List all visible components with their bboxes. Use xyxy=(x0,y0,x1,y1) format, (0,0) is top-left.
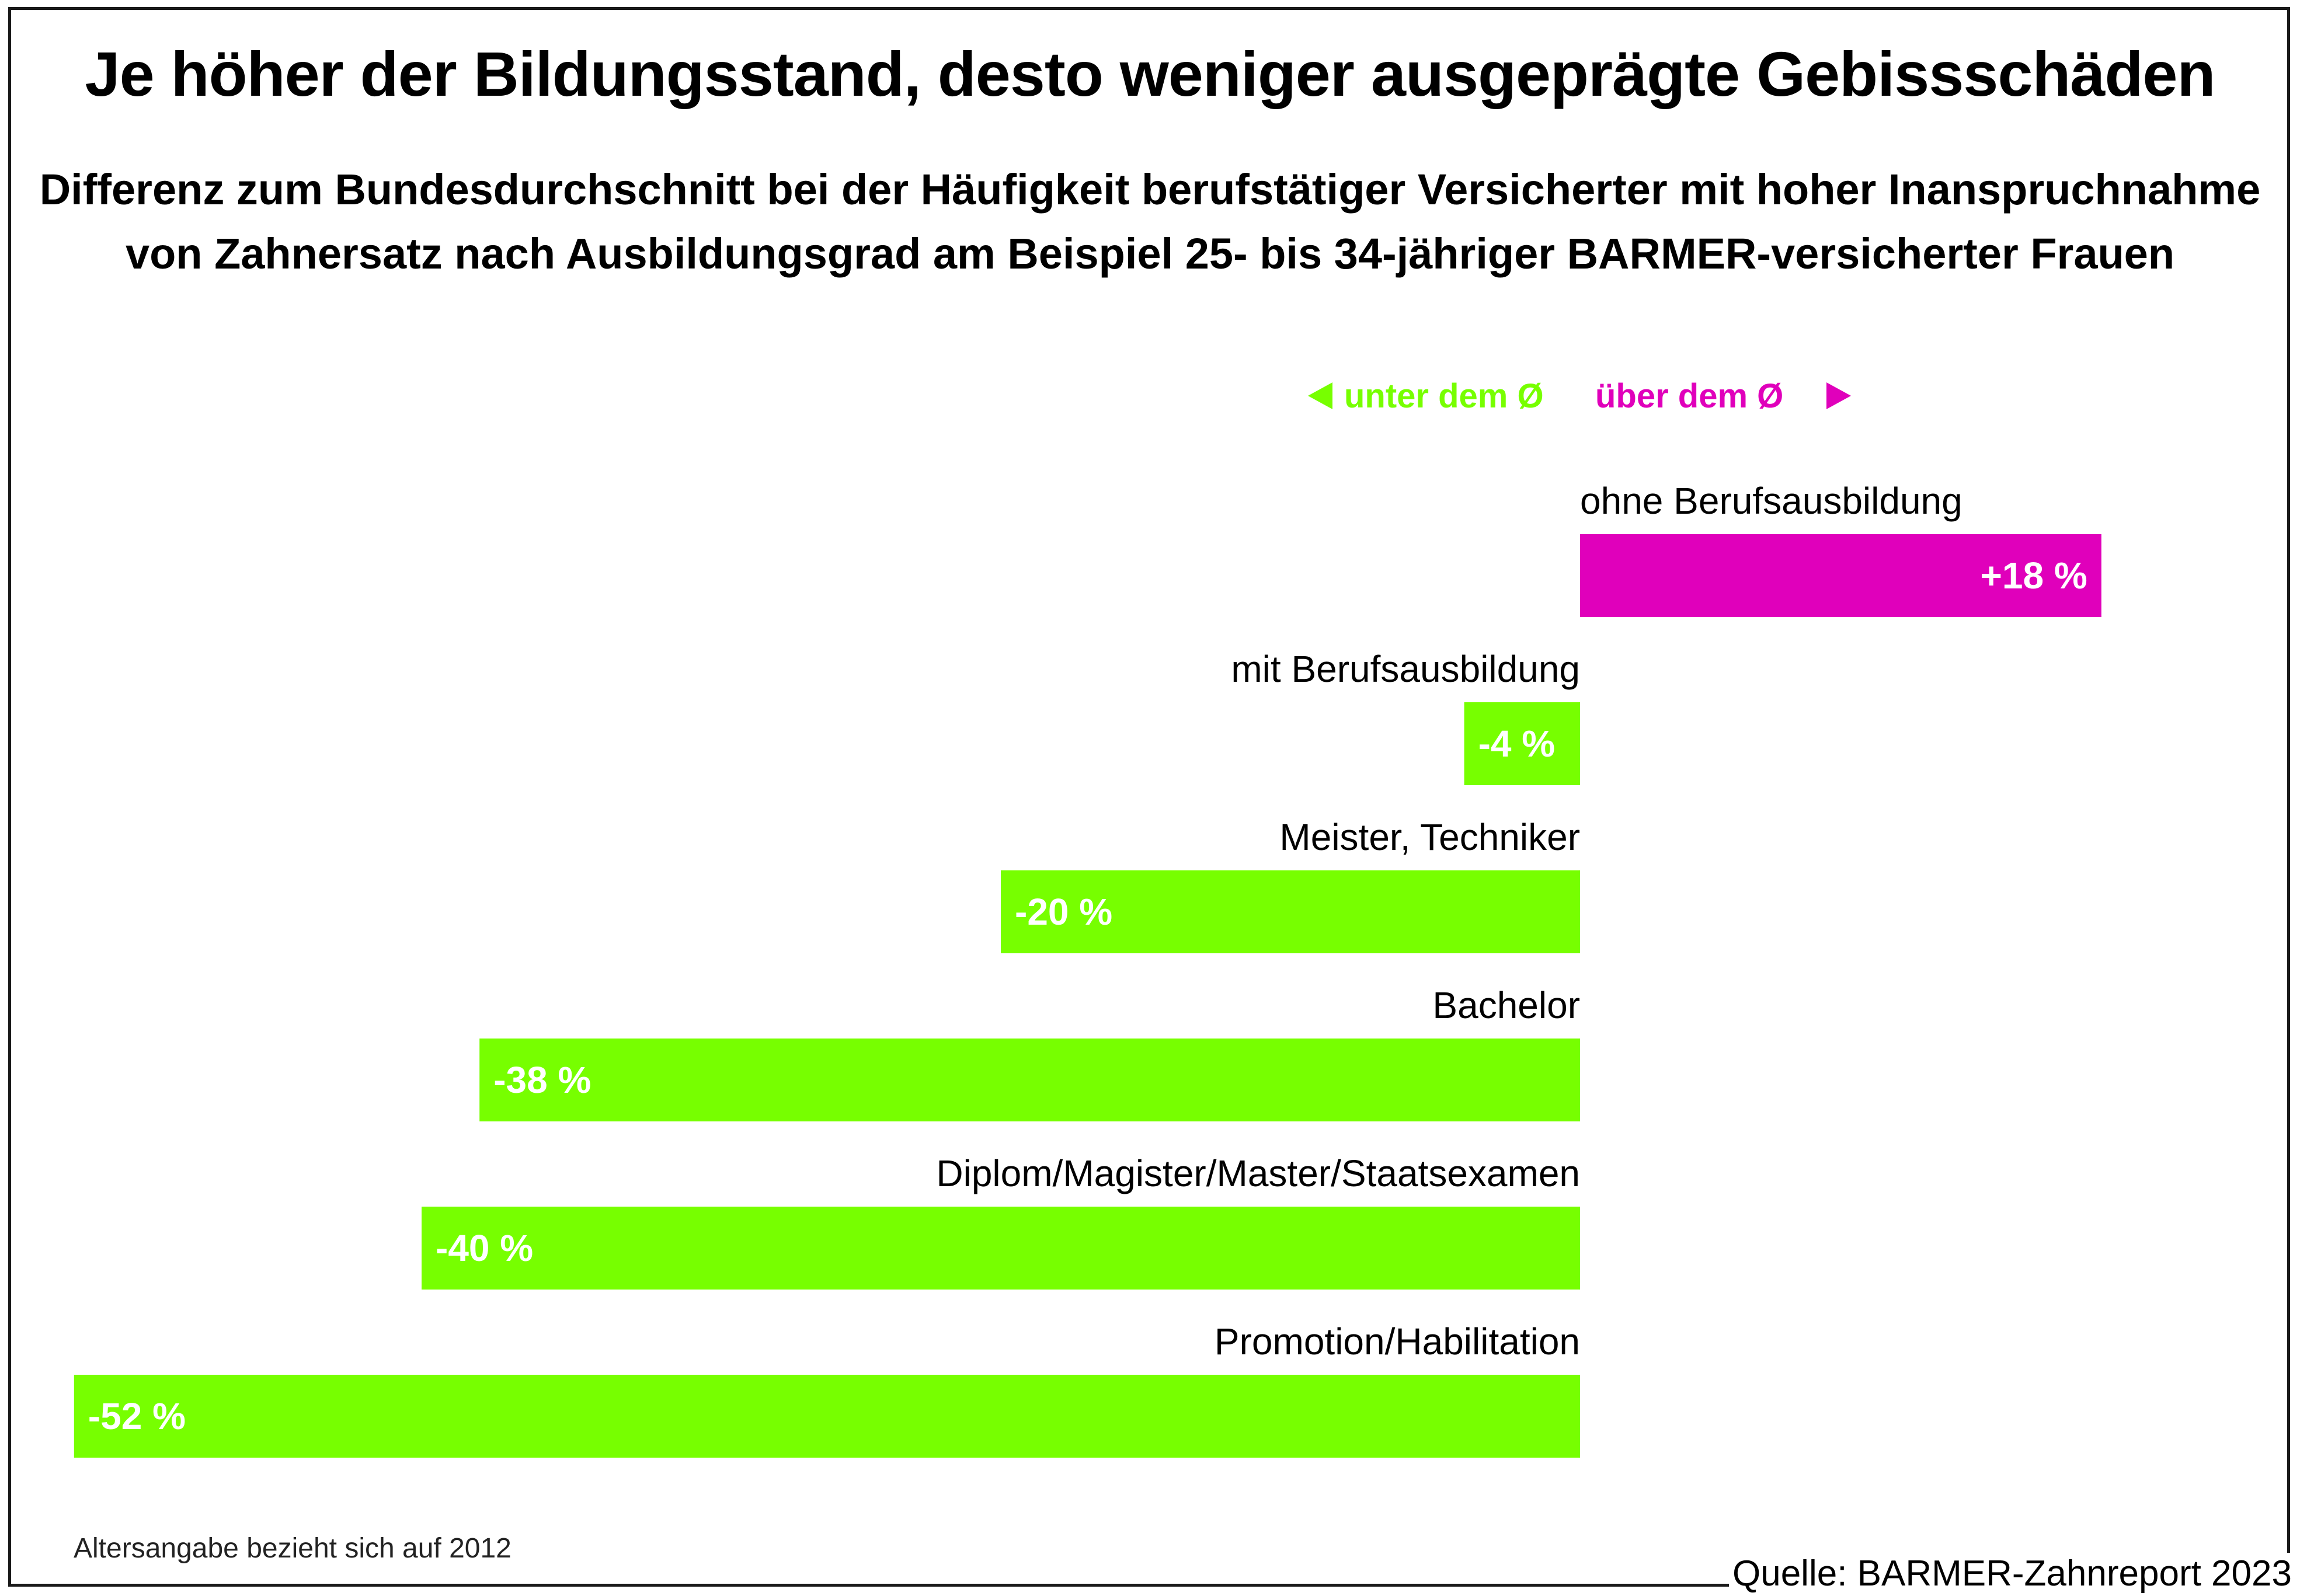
bar xyxy=(479,1039,1581,1121)
subtitle-line-1: Differenz zum Bundesdurchschnitt bei der… xyxy=(39,165,2261,214)
value-label: -20 % xyxy=(1015,891,1112,933)
source-credit: Quelle: BARMER-Zahnreport 2023 xyxy=(1728,1553,2292,1594)
legend-left-arrow-icon xyxy=(1308,382,1332,409)
category-label: Diplom/Magister/Master/Staatsexamen xyxy=(936,1152,1580,1194)
value-label: -38 % xyxy=(493,1059,591,1101)
legend-above-label: über dem Ø xyxy=(1595,377,1783,415)
category-label: Promotion/Habilitation xyxy=(1215,1320,1580,1362)
bar xyxy=(422,1207,1580,1290)
legend-below-label: unter dem Ø xyxy=(1344,377,1544,415)
value-label: -40 % xyxy=(436,1227,533,1269)
chart-frame xyxy=(8,7,2290,1587)
category-label: Meister, Techniker xyxy=(1279,816,1580,858)
category-label: mit Berufsausbildung xyxy=(1231,648,1580,690)
bars-group: ohne Berufsausbildung +18 % mit Berufsausb… xyxy=(74,480,2101,1458)
value-label: -52 % xyxy=(88,1395,186,1437)
bar xyxy=(74,1375,1580,1458)
bar xyxy=(1580,534,2101,617)
legend-right-arrow-icon xyxy=(1826,382,1851,409)
value-label: +18 % xyxy=(1981,555,2087,597)
category-label: Bachelor xyxy=(1432,984,1580,1026)
legend: unter dem Ø über dem Ø xyxy=(1308,377,1851,415)
chart-subtitle: Differenz zum Bundesdurchschnitt bei der… xyxy=(0,158,2300,286)
footnote: Altersangabe bezieht sich auf 2012 xyxy=(74,1533,512,1564)
source-rule xyxy=(8,1584,1760,1587)
category-label: ohne Berufsausbildung xyxy=(1580,480,1963,522)
chart-title: Je höher der Bildungsstand, desto wenige… xyxy=(85,39,2216,109)
subtitle-line-2: von Zahnersatz nach Ausbildungsgrad am B… xyxy=(125,229,2175,278)
value-label: -4 % xyxy=(1478,723,1556,765)
bar xyxy=(1464,702,1580,785)
bar xyxy=(1001,870,1580,953)
